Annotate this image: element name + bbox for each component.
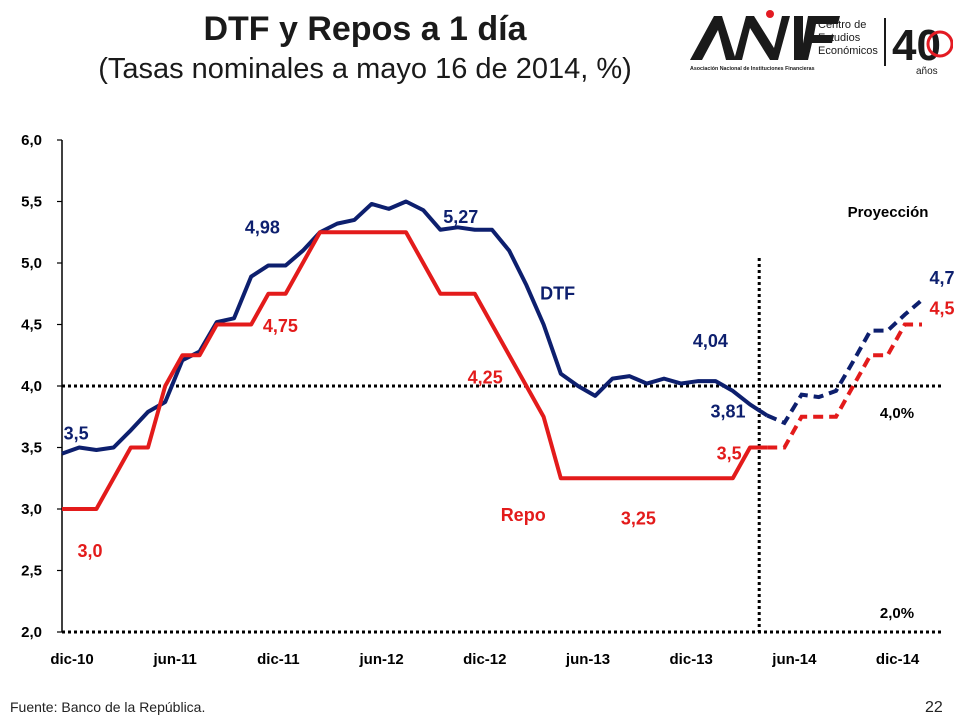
logo-tagline: Asociación Nacional de Instituciones Fin… bbox=[690, 66, 815, 72]
x-tick-label: dic-12 bbox=[463, 651, 506, 668]
anif-wordmark-icon bbox=[690, 10, 840, 60]
series-repo-projection bbox=[767, 322, 922, 450]
data-label: 4,25 bbox=[468, 367, 503, 387]
y-tick-label: 4,0 bbox=[21, 378, 42, 395]
logo-anniversary-number: 40 bbox=[892, 21, 941, 70]
reference-line-label: 2,0% bbox=[880, 605, 914, 622]
data-label: 4,98 bbox=[245, 217, 280, 237]
y-tick-label: 2,5 bbox=[21, 563, 42, 580]
projection-label: Proyección bbox=[848, 204, 929, 221]
data-label: 4,04 bbox=[693, 331, 728, 351]
x-tick-label: jun-11 bbox=[153, 651, 197, 668]
data-label: 3,0 bbox=[77, 541, 102, 561]
logo-center-line-3: Económicos bbox=[818, 45, 878, 57]
x-tick-label: jun-14 bbox=[771, 651, 817, 668]
x-tick-label: dic-11 bbox=[257, 651, 300, 668]
chart-subtitle: (Tasas nominales a mayo 16 de 2014, %) bbox=[98, 53, 632, 85]
series-dtf-line bbox=[61, 199, 769, 456]
series-name-label: DTF bbox=[540, 284, 575, 304]
y-tick-label: 3,5 bbox=[21, 440, 42, 457]
y-tick-label: 4,5 bbox=[21, 317, 42, 334]
chart-title: DTF y Repos a 1 día bbox=[203, 10, 527, 48]
x-tick-label: jun-13 bbox=[565, 651, 610, 668]
logo-anniversary-word: años bbox=[916, 66, 938, 77]
anniversary-ring-icon bbox=[926, 30, 953, 58]
logo-accent-icon bbox=[766, 10, 774, 18]
y-tick-label: 5,0 bbox=[21, 255, 42, 272]
x-tick-label: dic-14 bbox=[876, 651, 920, 668]
y-tick-label: 2,0 bbox=[21, 624, 42, 641]
data-label: 5,27 bbox=[443, 207, 478, 227]
x-tick-label: jun-12 bbox=[359, 651, 404, 668]
x-tick-label: dic-10 bbox=[50, 651, 93, 668]
series-dtf-projection bbox=[766, 298, 924, 426]
data-label: 4,5 bbox=[929, 299, 954, 319]
series-name-label: Repo bbox=[501, 505, 546, 525]
reference-line-label: 4,0% bbox=[880, 405, 914, 422]
source-note: Fuente: Banco de la República. bbox=[10, 699, 206, 715]
series-repo-line bbox=[62, 230, 768, 511]
data-label: 3,81 bbox=[710, 401, 745, 421]
data-label: 3,25 bbox=[621, 508, 656, 528]
data-label: 4,7 bbox=[929, 268, 954, 288]
y-tick-label: 5,5 bbox=[21, 194, 42, 211]
anif-logo: Asociación Nacional de Instituciones Fin… bbox=[690, 10, 953, 77]
y-tick-label: 3,0 bbox=[21, 501, 42, 518]
logo-center-line-2: Estudios bbox=[818, 32, 861, 44]
logo-center-line-1: Centro de bbox=[818, 19, 866, 31]
page-number: 22 bbox=[925, 699, 943, 716]
y-tick-label: 6,0 bbox=[21, 132, 42, 149]
data-label: 3,5 bbox=[717, 444, 742, 464]
data-label: 3,5 bbox=[64, 424, 89, 444]
chart-header: DTF y Repos a 1 día (Tasas nominales a m… bbox=[0, 8, 730, 88]
data-label: 4,75 bbox=[263, 316, 298, 336]
x-tick-label: dic-13 bbox=[670, 651, 713, 668]
